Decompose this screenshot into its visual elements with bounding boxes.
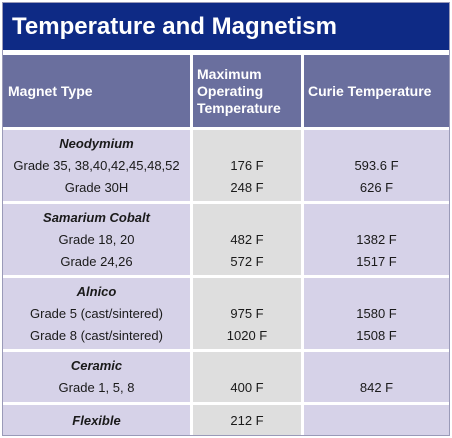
max-temp-value: 248 F bbox=[230, 180, 264, 195]
max-temp-value: 482 F bbox=[230, 232, 264, 247]
group-ceramic: Ceramic Grade 1, 5, 8 400 F 842 F bbox=[3, 352, 449, 402]
header-max-line-1: Maximum bbox=[197, 65, 262, 82]
header-max-line-2: Operating bbox=[197, 82, 264, 99]
cell-bg bbox=[193, 352, 301, 402]
cell-bg bbox=[3, 278, 190, 349]
curie-temp-value: 842 F bbox=[359, 380, 394, 395]
grade-label: Grade 1, 5, 8 bbox=[58, 380, 135, 395]
group-name: Ceramic bbox=[70, 358, 123, 373]
max-temp-value: 212 F bbox=[230, 413, 264, 428]
cell-bg bbox=[193, 405, 301, 435]
group-name: Neodymium bbox=[59, 136, 134, 151]
row-divider bbox=[3, 275, 449, 278]
header-max-operating-temperature: Maximum Operating Temperature bbox=[193, 55, 301, 127]
column-divider bbox=[301, 55, 304, 127]
cell-bg bbox=[3, 204, 190, 275]
group-flexible: Flexible 212 F bbox=[3, 405, 449, 435]
cell-bg bbox=[304, 405, 449, 435]
max-temp-value: 975 F bbox=[230, 306, 264, 321]
cell-bg bbox=[193, 278, 301, 349]
row-divider bbox=[3, 201, 449, 204]
curie-temp-value: 626 F bbox=[359, 180, 394, 195]
group-alnico: Alnico Grade 5 (cast/sintered) 975 F 158… bbox=[3, 278, 449, 349]
group-name: Samarium Cobalt bbox=[43, 210, 150, 225]
cell-bg bbox=[304, 130, 449, 201]
group-neodymium: Neodymium Grade 35, 38,40,42,45,48,52 17… bbox=[3, 130, 449, 201]
grade-label: Grade 35, 38,40,42,45,48,52 bbox=[13, 158, 180, 173]
grade-label: Grade 8 (cast/sintered) bbox=[30, 328, 163, 343]
column-divider bbox=[190, 55, 193, 127]
curie-temp-value: 593.6 F bbox=[354, 158, 399, 173]
curie-temp-value: 1382 F bbox=[356, 232, 397, 247]
curie-temp-value: 1517 F bbox=[356, 254, 397, 269]
row-divider bbox=[3, 402, 449, 405]
max-temp-value: 176 F bbox=[230, 158, 264, 173]
row-divider bbox=[3, 127, 449, 130]
curie-temp-value: 1508 F bbox=[356, 328, 397, 343]
max-temp-value: 400 F bbox=[230, 380, 264, 395]
group-name: Alnico bbox=[76, 284, 117, 299]
cell-bg bbox=[193, 130, 301, 201]
row-divider bbox=[3, 349, 449, 352]
cell-bg bbox=[304, 204, 449, 275]
header-magnet-type: Magnet Type bbox=[8, 82, 93, 99]
grade-label: Grade 24,26 bbox=[60, 254, 133, 269]
group-name: Flexible bbox=[72, 413, 121, 428]
cell-bg bbox=[193, 204, 301, 275]
header-curie-temperature: Curie Temperature bbox=[308, 82, 432, 99]
cell-bg bbox=[3, 405, 190, 435]
max-temp-value: 572 F bbox=[230, 254, 264, 269]
group-samarium-cobalt: Samarium Cobalt Grade 18, 20 482 F 1382 … bbox=[3, 204, 449, 275]
cell-bg bbox=[304, 278, 449, 349]
grade-label: Grade 18, 20 bbox=[58, 232, 135, 247]
table-header: Magnet Type Maximum Operating Temperatur… bbox=[3, 55, 449, 127]
max-temp-value: 1020 F bbox=[226, 328, 268, 343]
grade-label: Grade 30H bbox=[64, 180, 129, 195]
table-title: Temperature and Magnetism bbox=[3, 3, 449, 50]
cell-bg bbox=[3, 130, 190, 201]
curie-temp-value: 1580 F bbox=[356, 306, 397, 321]
header-max-line-3: Temperature bbox=[197, 99, 281, 116]
grade-label: Grade 5 (cast/sintered) bbox=[30, 306, 163, 321]
cell-bg bbox=[3, 352, 190, 402]
cell-bg bbox=[304, 352, 449, 402]
